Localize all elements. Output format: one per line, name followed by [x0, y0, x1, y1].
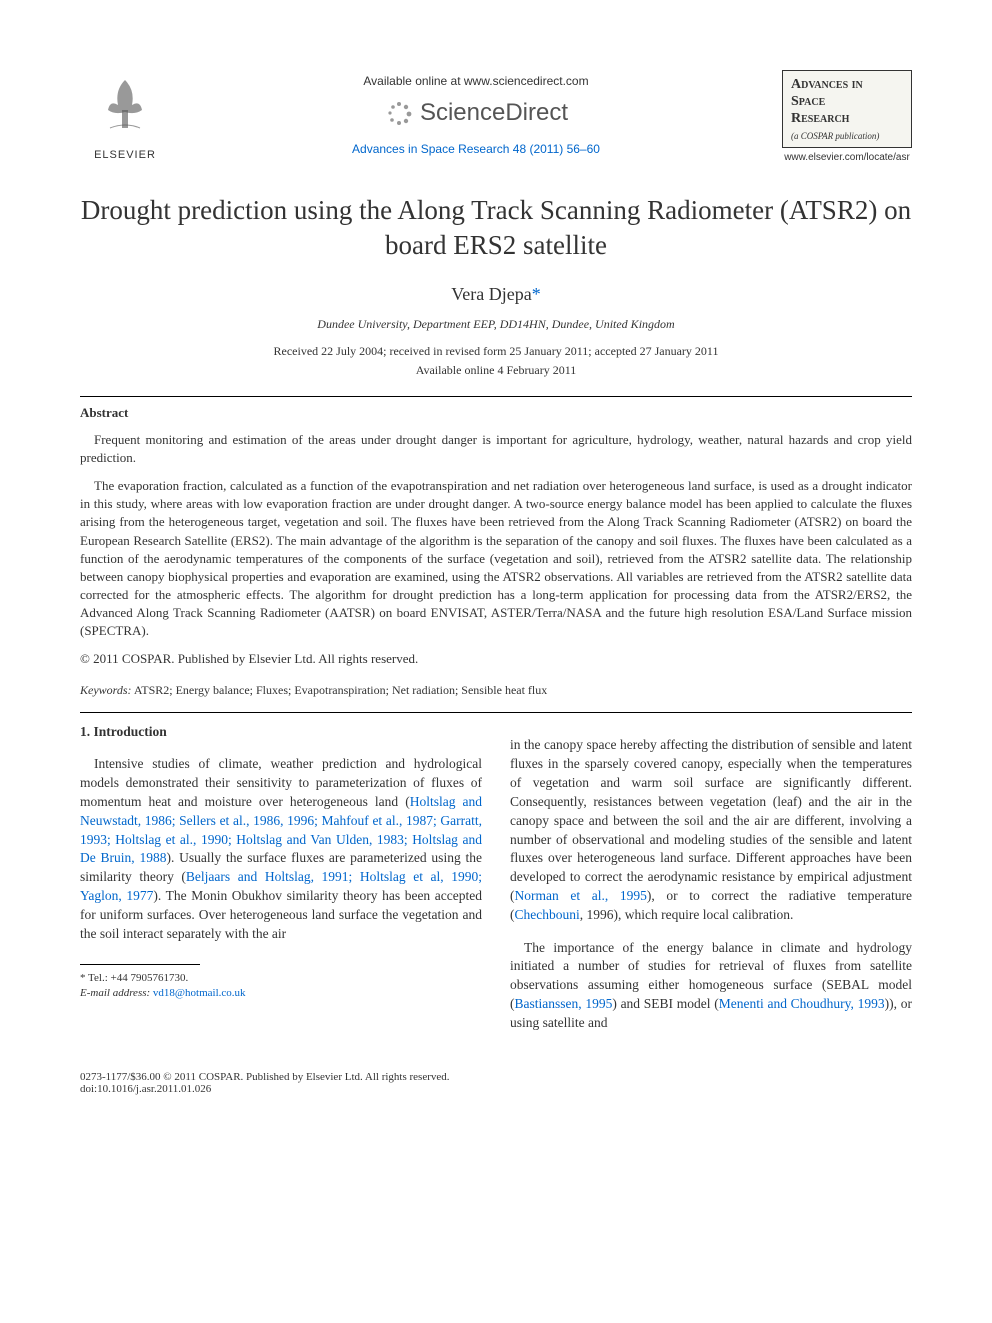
available-online-text: Available online at www.sciencedirect.co…: [170, 74, 782, 88]
article-dates: Received 22 July 2004; received in revis…: [80, 344, 912, 359]
section-1-heading: 1. Introduction: [80, 723, 482, 742]
intro-text-6: , 1996), which require local calibration…: [580, 907, 794, 922]
doi[interactable]: doi:10.1016/j.asr.2011.01.026: [80, 1083, 912, 1095]
email-label: E-mail address:: [80, 987, 150, 999]
abstract-heading: Abstract: [80, 405, 912, 421]
center-header: Available online at www.sciencedirect.co…: [170, 70, 782, 156]
author-name[interactable]: Vera Djepa: [451, 284, 531, 304]
sciencedirect-logo[interactable]: ScienceDirect: [384, 98, 568, 128]
rule-bottom: [80, 712, 912, 713]
citation-5[interactable]: Bastianssen, 1995: [515, 996, 613, 1011]
column-right: in the canopy space hereby affecting the…: [510, 723, 912, 1047]
journal-title-line1: Advances in: [791, 77, 903, 94]
citation-4[interactable]: Chechbouni: [515, 907, 580, 922]
intro-p1: Intensive studies of climate, weather pr…: [80, 755, 482, 944]
citation-6[interactable]: Menenti and Choudhury, 1993: [719, 996, 885, 1011]
column-left: 1. Introduction Intensive studies of cli…: [80, 723, 482, 1047]
elsevier-tree-icon: [90, 70, 160, 140]
body-columns: 1. Introduction Intensive studies of cli…: [80, 723, 912, 1047]
journal-url[interactable]: www.elsevier.com/locate/asr: [782, 152, 912, 163]
journal-page: ELSEVIER Available online at www.science…: [0, 0, 992, 1135]
footer: 0273-1177/$36.00 © 2011 COSPAR. Publishe…: [80, 1071, 912, 1095]
rule-top: [80, 396, 912, 397]
journal-title-line3: Research: [791, 111, 903, 128]
sciencedirect-text: ScienceDirect: [420, 99, 568, 127]
keywords-label: Keywords:: [80, 683, 132, 697]
keywords: Keywords: ATSR2; Energy balance; Fluxes;…: [80, 683, 912, 698]
email-address[interactable]: vd18@hotmail.co.uk: [150, 987, 245, 999]
intro-text-8: ) and SEBI model (: [612, 996, 718, 1011]
footnote-rule: [80, 964, 200, 965]
footnote-email: E-mail address: vd18@hotmail.co.uk: [80, 986, 482, 1001]
journal-subtitle: (a COSPAR publication): [791, 131, 903, 141]
header: ELSEVIER Available online at www.science…: [80, 70, 912, 163]
abstract-p1: Frequent monitoring and estimation of th…: [80, 431, 912, 467]
journal-reference[interactable]: Advances in Space Research 48 (2011) 56–…: [170, 142, 782, 156]
sciencedirect-burst-icon: [384, 98, 414, 128]
citation-3[interactable]: Norman et al., 1995: [515, 888, 647, 903]
keywords-text: ATSR2; Energy balance; Fluxes; Evapotran…: [132, 683, 548, 697]
footnote-tel: * Tel.: +44 7905761730.: [80, 971, 482, 986]
intro-p2: The importance of the energy balance in …: [510, 939, 912, 1033]
elsevier-logo[interactable]: ELSEVIER: [80, 70, 170, 161]
article-title: Drought prediction using the Along Track…: [80, 193, 912, 263]
intro-p1-cont: in the canopy space hereby affecting the…: [510, 736, 912, 925]
author-marker[interactable]: *: [532, 284, 541, 304]
author-line: Vera Djepa*: [80, 284, 912, 305]
footer-line1: 0273-1177/$36.00 © 2011 COSPAR. Publishe…: [80, 1071, 912, 1083]
copyright: © 2011 COSPAR. Published by Elsevier Ltd…: [80, 651, 912, 667]
elsevier-text: ELSEVIER: [80, 149, 170, 161]
journal-cover: Advances in Space Research (a COSPAR pub…: [782, 70, 912, 148]
affiliation: Dundee University, Department EEP, DD14H…: [80, 317, 912, 332]
journal-box: Advances in Space Research (a COSPAR pub…: [782, 70, 912, 163]
available-online-date: Available online 4 February 2011: [80, 363, 912, 378]
intro-text-4: in the canopy space hereby affecting the…: [510, 737, 912, 903]
journal-title-line2: Space: [791, 94, 903, 111]
abstract-p2: The evaporation fraction, calculated as …: [80, 477, 912, 641]
